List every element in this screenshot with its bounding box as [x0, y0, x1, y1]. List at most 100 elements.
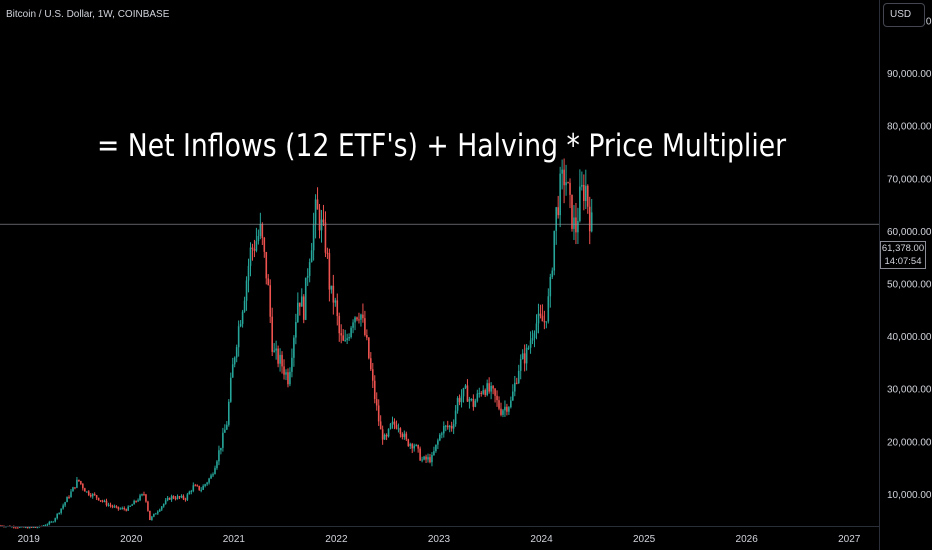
currency-button[interactable]: USD — [883, 3, 925, 27]
candle-body — [482, 390, 485, 394]
candle-body — [99, 500, 102, 502]
candle-body — [515, 382, 518, 384]
candle-body — [494, 388, 496, 396]
x-tick-label: 2019 — [18, 534, 41, 545]
candle-body — [559, 173, 561, 216]
candle-body — [551, 270, 554, 277]
candle-body — [283, 366, 285, 375]
candle-body — [425, 456, 427, 460]
candle-body — [383, 434, 386, 440]
candle-body — [125, 509, 128, 511]
candle-body — [44, 525, 47, 527]
candle-body — [510, 400, 512, 408]
candle-body — [269, 285, 272, 317]
candle-body — [188, 491, 191, 495]
candle-body — [462, 388, 465, 397]
candle-body — [413, 445, 416, 449]
candle-body — [26, 527, 29, 529]
candle-body — [70, 491, 72, 498]
candle-body — [56, 513, 58, 519]
candle-body — [279, 354, 281, 364]
candle-body — [107, 504, 110, 506]
candle-body — [34, 526, 37, 528]
candle-body — [60, 508, 62, 513]
candle-body — [478, 392, 481, 394]
candle-body — [271, 316, 273, 352]
candle-body — [117, 506, 120, 509]
candle-body — [131, 504, 133, 506]
countdown-timer: 14:07:54 — [884, 256, 922, 267]
y-tick-label: 70,000.00 — [887, 174, 932, 185]
candle-body — [437, 440, 439, 445]
candle-body — [42, 525, 45, 527]
candle-body — [387, 428, 390, 437]
candle-body — [549, 276, 552, 297]
candle-body — [460, 396, 463, 403]
candles-group — [0, 158, 593, 529]
symbol-title: Bitcoin / U.S. Dollar, 1W, COINBASE — [6, 9, 170, 20]
candle-body — [316, 199, 319, 210]
candle-body — [340, 333, 343, 336]
candle-body — [62, 505, 64, 509]
y-tick-label: 20,000.00 — [887, 437, 932, 448]
candle-body — [289, 371, 291, 385]
candle-body — [229, 377, 232, 402]
candle-body — [145, 494, 147, 502]
candle-body — [470, 398, 473, 400]
candle-body — [306, 275, 309, 278]
candle-body — [569, 182, 571, 195]
candle-body — [545, 321, 548, 323]
candle-body — [261, 223, 264, 238]
candle-body — [247, 265, 250, 281]
candle-body — [210, 475, 212, 479]
x-tick-label: 2020 — [120, 534, 143, 545]
candle-body — [371, 369, 374, 381]
candle-body — [202, 485, 204, 490]
x-tick-label: 2026 — [736, 534, 759, 545]
candle-body — [253, 249, 256, 251]
candle-body — [354, 317, 356, 323]
x-axis[interactable]: 2019 2020 2021 2022 2023 2024 2025 2026 2027 — [18, 534, 861, 545]
candle-body — [435, 444, 437, 452]
candle-body — [300, 296, 303, 307]
candle-body — [500, 408, 502, 415]
candle-body — [32, 526, 35, 528]
candle-body — [174, 498, 177, 500]
candle-body — [427, 457, 429, 460]
candle-body — [66, 497, 68, 503]
candle-body — [129, 505, 131, 507]
candle-body — [571, 194, 573, 229]
candle-body — [346, 338, 348, 341]
candle-body — [373, 380, 376, 400]
candle-body — [121, 508, 124, 510]
candle-body — [135, 500, 137, 502]
candle-body — [155, 513, 157, 515]
candle-body — [399, 428, 402, 435]
candle-body — [0, 525, 1, 527]
candle-body — [149, 510, 151, 521]
candle-body — [543, 321, 546, 323]
candle-body — [299, 302, 301, 307]
candle-body — [590, 212, 593, 232]
candle-body — [421, 459, 423, 461]
candle-body — [533, 333, 536, 339]
candle-body — [139, 495, 141, 501]
candle-body — [557, 207, 559, 216]
candle-body — [291, 357, 293, 372]
candle-body — [328, 253, 331, 290]
candle-body — [468, 399, 471, 402]
candle-body — [486, 383, 488, 395]
candle-body — [547, 296, 550, 322]
candle-body — [74, 487, 76, 489]
candle-body — [375, 399, 378, 406]
candle-body — [64, 502, 66, 506]
candle-body — [441, 433, 443, 435]
candle-body — [476, 393, 479, 401]
candle-body — [277, 348, 279, 364]
candle-body — [224, 429, 226, 433]
candle-body — [429, 457, 431, 463]
candle-body — [204, 484, 206, 486]
candle-body — [158, 509, 161, 512]
